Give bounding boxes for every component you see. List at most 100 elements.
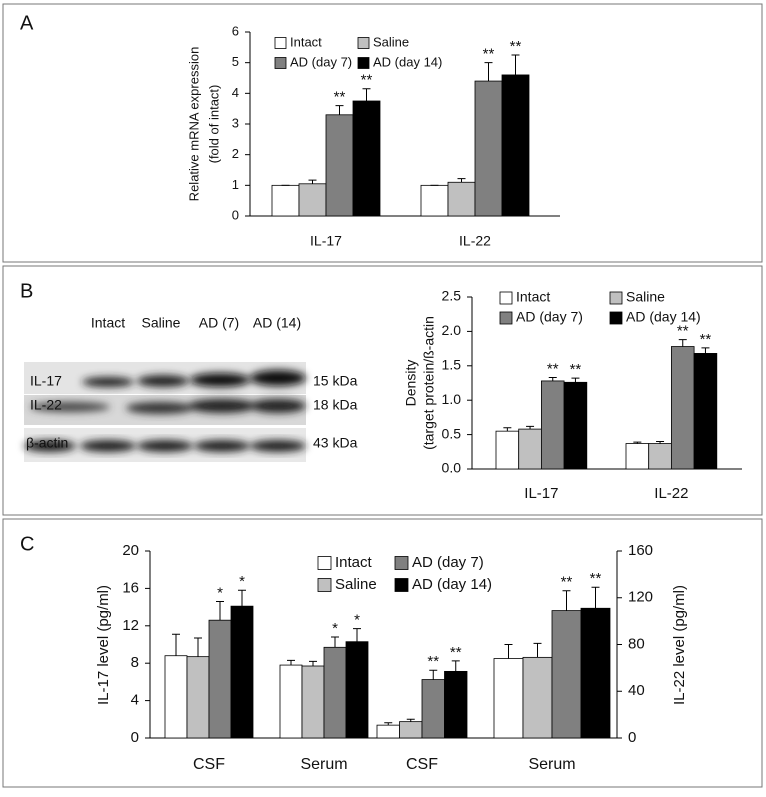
error-bar xyxy=(591,586,600,609)
blot-size: 15 kDa xyxy=(313,373,358,389)
significance-label: ** xyxy=(590,570,602,587)
lane-label: AD (7) xyxy=(199,315,239,331)
significance-label: ** xyxy=(450,644,462,661)
panel-frame xyxy=(2,518,763,788)
legend-swatch xyxy=(274,57,287,69)
bar xyxy=(421,679,445,739)
significance-label: ** xyxy=(561,574,573,591)
bar xyxy=(501,74,530,217)
blot-bands xyxy=(24,440,306,452)
error-bar xyxy=(331,636,339,648)
error-bar xyxy=(384,722,393,726)
y-tick-label: 1.0 xyxy=(442,391,462,407)
significance-label: * xyxy=(239,573,245,590)
error-bar xyxy=(457,178,466,183)
error-bar xyxy=(526,425,535,430)
y-tick-label: 0 xyxy=(131,729,139,746)
y-tick-label: 40 xyxy=(628,682,645,699)
y-tick-label: 2 xyxy=(232,146,239,161)
legend-swatch xyxy=(317,556,332,570)
y-tick-label: 6 xyxy=(232,23,239,38)
significance-label: ** xyxy=(677,323,689,340)
error-bar xyxy=(406,718,415,722)
axis-title: Density xyxy=(403,360,419,407)
error-bar xyxy=(678,339,687,347)
error-bar xyxy=(287,659,295,666)
error-bar xyxy=(429,669,438,680)
significance-label: ** xyxy=(547,360,559,377)
bar xyxy=(352,100,381,217)
error-bar xyxy=(309,660,317,667)
axis-title: (target protein/ß-actin xyxy=(421,316,437,450)
panel-frame xyxy=(2,265,763,516)
bar xyxy=(495,430,520,470)
legend-swatch xyxy=(609,291,623,305)
legend-label: Intact xyxy=(516,289,550,305)
y-tick-label: 12 xyxy=(122,617,139,634)
legend-label: AD (day 7) xyxy=(290,54,352,69)
bar xyxy=(420,184,449,217)
panel-letter: C xyxy=(20,533,34,555)
y-tick-label: 0 xyxy=(628,729,636,746)
bar xyxy=(399,721,423,739)
significance-label: ** xyxy=(570,361,582,378)
y-tick-label: 0.0 xyxy=(442,460,462,476)
legend-swatch xyxy=(357,57,370,69)
blot-size: 43 kDa xyxy=(313,435,358,451)
axis-title: Relative mRNA expression xyxy=(186,47,201,202)
significance-label: ** xyxy=(334,89,346,106)
bar xyxy=(551,610,582,739)
blot-row-label: β-actin xyxy=(26,435,68,451)
bar xyxy=(164,655,188,739)
lane-label: Intact xyxy=(91,315,125,331)
x-tick-label: Serum xyxy=(528,756,575,773)
bar xyxy=(447,181,476,217)
bar xyxy=(580,607,611,739)
significance-label: * xyxy=(217,584,223,601)
bar xyxy=(625,443,650,470)
error-bar xyxy=(571,377,580,383)
error-bar xyxy=(633,441,642,444)
bar xyxy=(301,665,325,739)
significance-label: ** xyxy=(427,653,439,670)
blot-bands xyxy=(30,399,306,414)
y-tick-label: 2.0 xyxy=(442,322,462,338)
legend-swatch xyxy=(394,556,409,570)
bar xyxy=(298,183,327,217)
error-bar xyxy=(533,642,542,658)
significance-label: ** xyxy=(483,46,495,63)
error-bar xyxy=(451,660,460,672)
legend-swatch xyxy=(499,291,513,305)
error-bar xyxy=(238,589,246,607)
legend-swatch xyxy=(357,37,370,49)
blot: Intact Saline AD (7) AD (14) IL-17 IL-22 xyxy=(24,315,358,462)
y-tick-label: 160 xyxy=(628,542,653,559)
panel-frame xyxy=(2,3,763,263)
error-bar xyxy=(701,347,710,354)
x-tick-label: CSF xyxy=(406,756,438,773)
panel-letter: B xyxy=(20,280,33,302)
bar xyxy=(325,114,354,217)
bar xyxy=(541,380,565,470)
bar xyxy=(563,381,588,470)
legend-label: AD (day 7) xyxy=(412,554,484,571)
error-bar xyxy=(216,600,224,621)
legend-swatch xyxy=(317,578,332,592)
x-tick-label: IL-17 xyxy=(310,233,342,249)
bar xyxy=(648,443,672,470)
legend-swatch xyxy=(274,37,287,49)
x-tick-label: IL-17 xyxy=(524,485,558,502)
y-tick-label: 2.5 xyxy=(442,288,462,304)
y-tick-label: 16 xyxy=(122,579,139,596)
blot-row-label: IL-17 xyxy=(30,373,62,389)
significance-label: ** xyxy=(510,38,522,55)
y-tick-label: 0.5 xyxy=(442,425,462,441)
y-tick-label: 1 xyxy=(232,177,239,192)
y-tick-label: 20 xyxy=(122,542,139,559)
legend-label: Saline xyxy=(626,289,665,305)
blot-size: 18 kDa xyxy=(313,397,358,413)
error-bar xyxy=(562,590,571,611)
error-bar xyxy=(504,644,513,659)
lane-label: Saline xyxy=(142,315,181,331)
error-bar xyxy=(511,54,520,75)
